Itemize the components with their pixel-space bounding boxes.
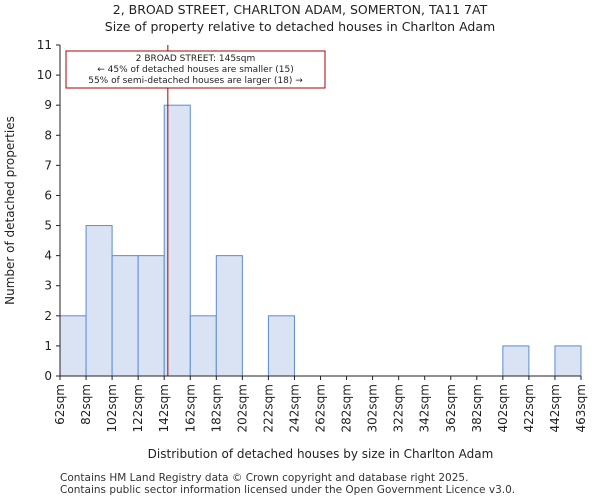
annotation-box: 2 BROAD STREET: 145sqm ← 45% of detached…	[65, 50, 326, 89]
x-tick-label: 442sqm	[548, 384, 562, 432]
x-tick-label: 142sqm	[157, 384, 171, 432]
annotation-line-1: 2 BROAD STREET: 145sqm	[136, 54, 255, 64]
bar-62sqm	[59, 315, 87, 377]
x-tick-label: 222sqm	[261, 384, 275, 432]
x-axis: 62sqm 82sqm 102sqm 122sqm 142sqm 162sqm 182sqm…	[53, 375, 588, 432]
x-tick-label: 262sqm	[314, 384, 328, 432]
x-tick-label: 202sqm	[235, 384, 249, 432]
bar-82sqm	[85, 225, 113, 377]
chart-title: 2, BROAD STREET, CHARLTON ADAM, SOMERTON…	[112, 2, 488, 17]
x-tick-label: 242sqm	[287, 384, 301, 432]
y-tick-label: 8	[44, 128, 52, 142]
x-tick-label: 402sqm	[496, 384, 510, 432]
x-tick-label: 282sqm	[340, 384, 354, 432]
y-tick-label: 10	[37, 68, 52, 82]
footer-licence: Contains public sector information licen…	[60, 484, 516, 496]
y-tick-label: 7	[44, 158, 52, 172]
bar-222sqm	[267, 315, 295, 377]
bar-102sqm	[111, 255, 139, 377]
x-tick-label: 302sqm	[366, 384, 380, 432]
y-tick-label: 2	[44, 309, 52, 323]
x-axis-label: Distribution of detached houses by size …	[148, 447, 494, 461]
footer-copyright: Contains HM Land Registry data © Crown c…	[60, 472, 469, 484]
annotation-line-2: ← 45% of detached houses are smaller (15…	[97, 65, 294, 75]
x-tick-label: 322sqm	[392, 384, 406, 432]
x-tick-label: 162sqm	[183, 384, 197, 432]
y-tick-label: 9	[44, 98, 52, 112]
bar-182sqm	[215, 255, 243, 377]
x-tick-label: 82sqm	[79, 384, 93, 425]
y-axis-label: Number of detached properties	[3, 116, 17, 305]
x-tick-label: 362sqm	[444, 384, 458, 432]
bar-442sqm	[554, 345, 582, 377]
y-tick-label: 1	[44, 339, 52, 353]
y-axis: 0 1 2 3 4 5 6 7 8 9 10 11	[37, 38, 61, 383]
y-tick-label: 6	[44, 188, 52, 202]
x-tick-label: 382sqm	[470, 384, 484, 432]
y-tick-label: 4	[44, 249, 52, 263]
bar-122sqm	[137, 255, 165, 377]
y-tick-label: 11	[37, 38, 52, 52]
chart-subtitle: Size of property relative to detached ho…	[104, 19, 496, 34]
y-tick-label: 0	[44, 369, 52, 383]
bar-402sqm	[502, 345, 530, 377]
x-tick-label: 422sqm	[522, 384, 536, 432]
x-tick-label: 463sqm	[574, 384, 588, 432]
x-tick-label: 102sqm	[105, 384, 119, 432]
annotation-line-3: 55% of semi-detached houses are larger (…	[88, 76, 303, 86]
x-tick-label: 62sqm	[53, 384, 67, 425]
x-tick-label: 342sqm	[418, 384, 432, 432]
bar-chart: 2 BROAD STREET: 145sqm ← 45% of detached…	[3, 38, 588, 461]
y-tick-label: 3	[44, 279, 52, 293]
y-tick-label: 5	[44, 219, 52, 233]
bar-162sqm	[189, 315, 217, 377]
x-tick-label: 122sqm	[131, 384, 145, 432]
bars-group	[59, 104, 582, 377]
annotation-border	[65, 50, 326, 89]
x-tick-label: 182sqm	[209, 384, 223, 432]
bar-142sqm	[163, 104, 191, 377]
